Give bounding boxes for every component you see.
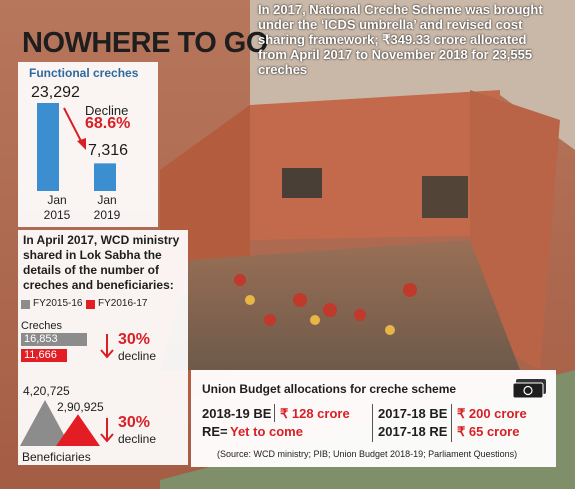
creches-value-fy1516: 16,853: [24, 333, 58, 345]
functional-creches-chart: [37, 103, 116, 191]
beneficiaries-decline-word: decline: [118, 432, 157, 446]
functional-bar-1: [37, 103, 59, 191]
decline-value: 68.6%: [85, 115, 131, 132]
decline-label: Decline: [85, 103, 129, 118]
down-arrow-icon: [100, 334, 114, 359]
value-2015-label: 23,292: [31, 84, 80, 101]
functional-bar-2: [94, 163, 116, 191]
budget-title: Union Budget allocations for creche sche…: [202, 382, 457, 396]
beneficiaries-triangle-2: [56, 414, 100, 446]
year-2019-label: Jan 2019: [93, 193, 121, 222]
budget-row-value-3: ₹ 200 crore: [457, 406, 527, 421]
budget-row-label-2: RE=: [202, 424, 228, 439]
creches-decline-word: decline: [118, 349, 157, 363]
decline-arrow-head: [77, 138, 86, 150]
beneficiaries-value-fy1617: 2,90,925: [57, 400, 104, 414]
banknotes-icon: [512, 379, 546, 399]
legend-swatch-fy1516: [21, 300, 30, 309]
budget-row-value-1: ₹ 128 crore: [280, 406, 350, 421]
year-2015-label: Jan 2015: [43, 193, 71, 222]
budget-divider: [372, 404, 373, 442]
decline-arrow-line: [63, 107, 83, 144]
budget-row-label-3: 2017-18 BE: [378, 406, 448, 421]
legend-fy1516: FY2015-16: [33, 298, 83, 309]
lok-sabha-text: In April 2017, WCD ministry shared in Lo…: [23, 233, 180, 292]
budget-row-value-2: Yet to come: [230, 424, 303, 439]
source-note: (Source: WCD ministry; PIB; Union Budget…: [217, 449, 518, 459]
beneficiaries-value-fy1516: 4,20,725: [23, 384, 70, 398]
creches-label: Creches: [21, 320, 62, 332]
beneficiaries-triangle-1: [20, 400, 70, 446]
value-2019-label: 7,316: [88, 142, 129, 159]
budget-panel: [191, 370, 556, 467]
creches-value-fy1617: 11,666: [24, 349, 57, 361]
budget-divider: [451, 404, 452, 442]
creches-bar-fy1516: [21, 333, 87, 346]
budget-row-label-1: 2018-19 BE: [202, 406, 272, 421]
beneficiaries-chart: [20, 400, 100, 446]
budget-divider: [274, 404, 275, 422]
functional-creches-label: Functional creches: [29, 66, 139, 80]
headline: NOWHERE TO GO: [22, 27, 268, 59]
beneficiaries-decline-pct: 30%: [118, 414, 151, 431]
creches-bar-fy1617: [21, 349, 67, 362]
legend-swatch-fy1617: [86, 300, 95, 309]
beneficiaries-label: Beneficiaries: [22, 450, 91, 464]
intro-text: In 2017, National Creche Scheme was brou…: [258, 2, 543, 77]
budget-row-label-4: 2017-18 RE: [378, 424, 448, 439]
budget-row-value-4: ₹ 65 crore: [457, 424, 520, 439]
creches-decline-pct: 30%: [118, 331, 151, 348]
down-arrow-icon: [100, 418, 114, 443]
legend-fy1617: FY2016-17: [98, 298, 148, 309]
